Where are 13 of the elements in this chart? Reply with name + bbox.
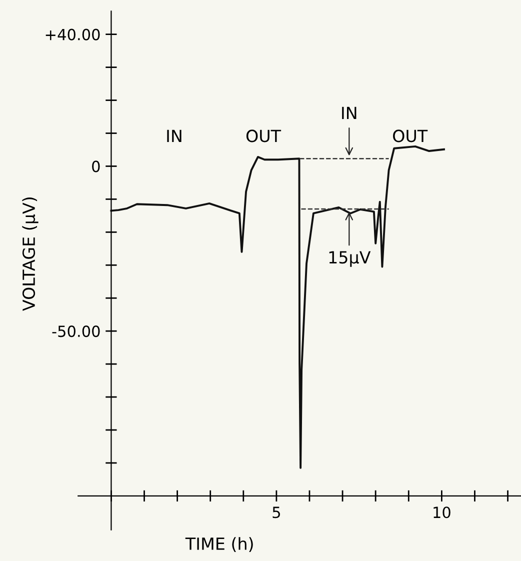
- y-tick-label: +40.00: [46, 28, 100, 40]
- annotation: IN: [167, 130, 182, 142]
- x-tick-label: 10: [434, 506, 450, 518]
- line-series: [110, 145, 445, 469]
- y-axis-title: VOLTAGE (μV): [22, 198, 38, 311]
- annotation: IN: [342, 106, 356, 120]
- y-tick-label: -50.00: [52, 326, 100, 338]
- annotation: 15μV: [329, 251, 371, 267]
- y-tick-label: 0: [92, 160, 100, 172]
- annotation: OUT: [393, 130, 428, 142]
- annotation: OUT: [246, 130, 282, 142]
- x-axis-title: TIME (h): [185, 537, 253, 552]
- x-tick-label: 5: [272, 506, 280, 518]
